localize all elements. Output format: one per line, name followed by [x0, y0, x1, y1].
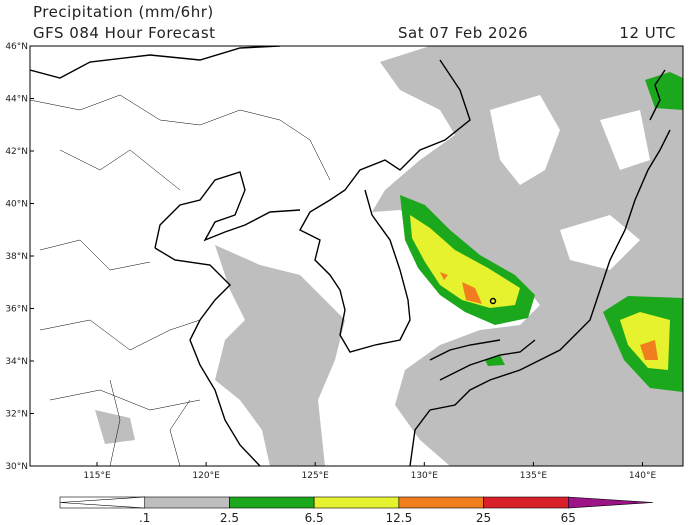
- precip-intense: [640, 340, 658, 360]
- title: Precipitation (mm/6hr): [33, 3, 214, 21]
- precip-heavy: [620, 312, 670, 370]
- color-swatch: [144, 496, 230, 509]
- lat-label: 38°N: [5, 252, 28, 262]
- color-swatch: [567, 496, 654, 509]
- lon-label: 125°E: [302, 471, 330, 481]
- time: 12 UTC: [619, 24, 676, 42]
- color-swatch-left: [59, 496, 146, 509]
- lon-label: 120°E: [192, 471, 220, 481]
- colorbar-label: 25: [476, 511, 491, 525]
- lat-label: 34°N: [5, 357, 28, 367]
- precip-light: [372, 46, 683, 466]
- lat-label: 46°N: [5, 42, 28, 52]
- map: [29, 45, 684, 467]
- lon-label: 135°E: [520, 471, 548, 481]
- precip-light: [215, 245, 345, 466]
- lon-label: 130°E: [411, 471, 439, 481]
- colorbar: .1 2.5 6.5 12.5 25 65: [59, 496, 654, 525]
- lat-label: 30°N: [5, 462, 28, 472]
- precip-light: [95, 405, 310, 450]
- color-swatch: [398, 496, 484, 509]
- borders: [30, 94, 331, 466]
- precip-moderate: [485, 72, 683, 392]
- colorbar-label: 12.5: [385, 511, 412, 525]
- lat-label: 42°N: [5, 147, 28, 157]
- lat-label: 36°N: [5, 305, 28, 315]
- lat-label: 40°N: [5, 200, 28, 210]
- colorbar-label: .1: [139, 511, 150, 525]
- colorbar-label: 65: [561, 511, 576, 525]
- axes: 46°N 44°N 42°N 40°N 38°N 36°N 34°N 32°N 30°N 115°…: [5, 42, 656, 481]
- lat-label: 32°N: [5, 410, 28, 420]
- colorbar-label: 2.5: [220, 511, 239, 525]
- colorbar-label: 6.5: [305, 511, 324, 525]
- lat-label: 44°N: [5, 95, 28, 105]
- color-swatch: [313, 496, 400, 509]
- model-line: GFS 084 Hour Forecast: [33, 24, 216, 42]
- coastlines: [30, 46, 671, 466]
- color-swatch: [483, 496, 569, 509]
- lon-label: 140°E: [629, 471, 657, 481]
- precip-intense: [440, 272, 482, 304]
- lon-label: 115°E: [83, 471, 111, 481]
- date: Sat 07 Feb 2026: [398, 24, 528, 42]
- color-swatch: [229, 496, 315, 509]
- precip-heavy: [410, 215, 520, 308]
- precip-light: [490, 95, 650, 270]
